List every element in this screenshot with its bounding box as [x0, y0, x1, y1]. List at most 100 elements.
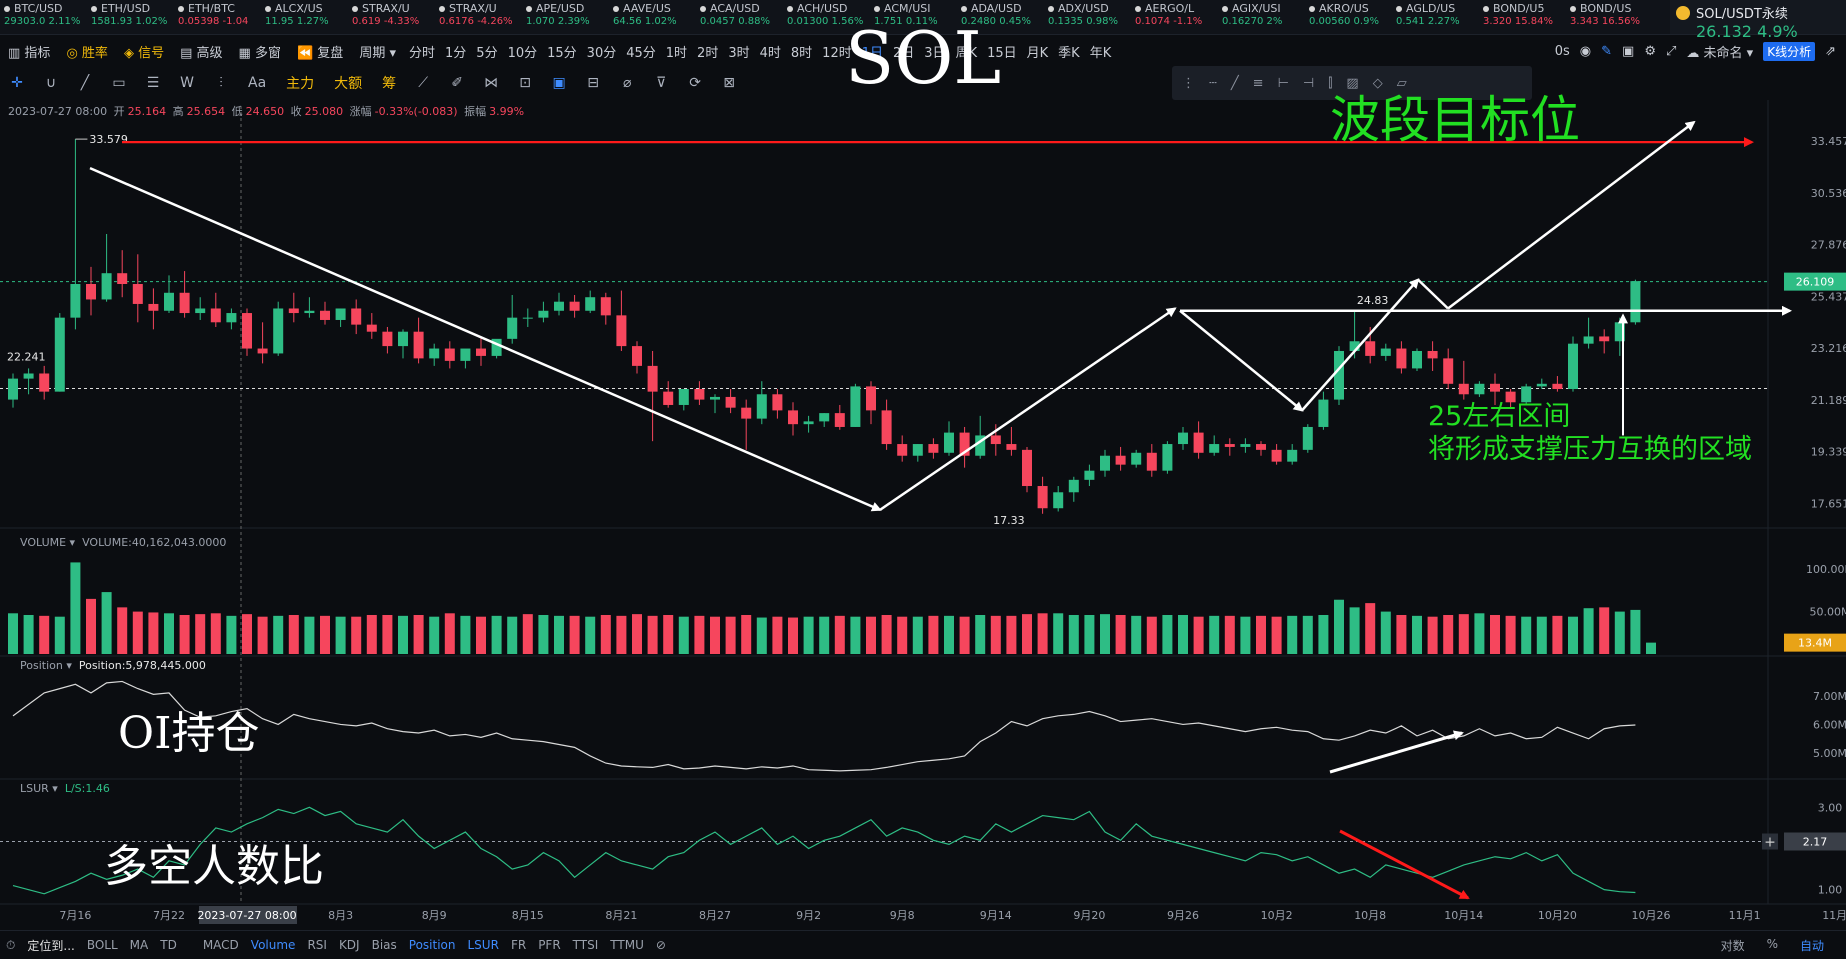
- period-item[interactable]: 2时: [697, 45, 719, 61]
- auto-toggle[interactable]: 自动: [1799, 938, 1824, 953]
- ticker-item[interactable]: BOND/U5 3.320 15.84%: [1479, 0, 1566, 34]
- ticker-item[interactable]: APE/USD 1.070 2.39%: [522, 0, 609, 34]
- polygon-icon[interactable]: ◇: [1372, 75, 1383, 91]
- ticker-item[interactable]: AAVE/US 64.56 1.02%: [609, 0, 696, 34]
- trash-icon[interactable]: ⊠: [723, 75, 736, 91]
- image-icon[interactable]: ▨: [1346, 75, 1359, 91]
- period-dropdown[interactable]: 周期 ▾: [359, 45, 396, 61]
- ticker-item[interactable]: AGIX/USI 0.16270 2%: [1218, 0, 1305, 34]
- crosshair-icon[interactable]: ✛: [11, 75, 23, 91]
- ruler-icon[interactable]: ⟋: [418, 75, 429, 91]
- period-item[interactable]: 8时: [790, 45, 813, 61]
- period-item[interactable]: 15日: [987, 45, 1017, 61]
- chip-button[interactable]: 筹: [382, 76, 397, 92]
- kline-analysis-button[interactable]: K线分析: [1763, 41, 1816, 61]
- range-icon[interactable]: ⊣: [1302, 75, 1315, 91]
- main-force-button[interactable]: 主力: [286, 76, 315, 92]
- bias-button[interactable]: Bias: [371, 938, 397, 952]
- ray-icon[interactable]: ╱: [1230, 75, 1239, 91]
- period-item[interactable]: 月K: [1026, 45, 1049, 61]
- period-item[interactable]: 5分: [476, 45, 498, 61]
- plus-icon[interactable]: +: [1764, 835, 1776, 851]
- ma-button[interactable]: MA: [129, 938, 149, 952]
- ticker-item[interactable]: BOND/US 3.343 16.56%: [1566, 0, 1653, 34]
- sync-icon[interactable]: ⟳: [689, 75, 702, 91]
- signal-button[interactable]: ◈ 信号: [123, 45, 165, 61]
- multiwindow-button[interactable]: ▦ 多窗: [238, 45, 281, 61]
- period-item[interactable]: 1分: [445, 45, 467, 61]
- ticker-item[interactable]: ETH/USD 1581.93 1.02%: [87, 0, 174, 34]
- boll-button[interactable]: BOLL: [86, 938, 118, 952]
- ticker-item[interactable]: AKRO/US 0.00560 0.9%: [1305, 0, 1392, 34]
- percent-toggle[interactable]: %: [1766, 936, 1778, 951]
- period-item[interactable]: 10分: [507, 45, 538, 61]
- period-item[interactable]: 3日: [924, 45, 946, 61]
- ticker-item[interactable]: ETH/BTC 0.05398 -1.04: [174, 0, 261, 34]
- chart-svg[interactable]: 33.457 30.536 27.876 25.437 23.216 21.189 19.3…: [0, 0, 1846, 930]
- fr-button[interactable]: FR: [510, 938, 527, 952]
- period-item[interactable]: 季K: [1058, 45, 1080, 61]
- replay-button[interactable]: ⏪ 复盘: [296, 45, 344, 61]
- locate-button[interactable]: 定位到...: [27, 938, 75, 953]
- magnet-icon[interactable]: ∪: [45, 75, 57, 91]
- ticker-item[interactable]: ACM/USI 1.751 0.11%: [870, 0, 957, 34]
- ticker-item[interactable]: STRAX/U 0.6176 -4.26%: [435, 0, 522, 34]
- rectangle-icon[interactable]: ▭: [112, 75, 126, 91]
- advanced-button[interactable]: ▤ 高级: [180, 45, 223, 61]
- period-item[interactable]: 12时: [822, 45, 852, 61]
- active-ticker[interactable]: SOL/USDT永续 26.132 4.9%: [1670, 0, 1846, 41]
- frame-icon[interactable]: ▣: [552, 75, 566, 91]
- pattern-icon[interactable]: ⋈: [484, 75, 499, 91]
- ticker-item[interactable]: ALCX/US 11.95 1.27%: [261, 0, 348, 34]
- rsi-button[interactable]: RSI: [307, 938, 327, 952]
- trendline-icon[interactable]: ╱: [80, 75, 90, 91]
- period-item[interactable]: 分时: [409, 45, 436, 61]
- period-item[interactable]: 4时: [759, 45, 781, 61]
- layout-icon[interactable]: ▣: [1622, 43, 1635, 59]
- price-range-icon[interactable]: ⫿: [1328, 75, 1333, 91]
- add-indicator-button[interactable]: [1762, 833, 1778, 850]
- ticker-item[interactable]: ACH/USD 0.01300 1.56%: [783, 0, 870, 34]
- brush-icon[interactable]: ✐: [451, 75, 464, 91]
- parallel-icon[interactable]: ≡: [1252, 75, 1264, 91]
- eraser-icon[interactable]: ⌀: [622, 75, 632, 91]
- lock-icon[interactable]: ⊡: [519, 75, 532, 91]
- ticker-item[interactable]: AGLD/US 0.541 2.27%: [1392, 0, 1479, 34]
- filter-icon[interactable]: ⊽: [656, 75, 667, 91]
- period-item[interactable]: 1时: [665, 45, 688, 61]
- channel-icon[interactable]: ⫶: [219, 75, 223, 91]
- td-button[interactable]: TD: [160, 938, 177, 952]
- more-icon[interactable]: ▱: [1396, 75, 1407, 91]
- text-tool-button[interactable]: Aa: [248, 75, 267, 91]
- ticker-item[interactable]: STRAX/U 0.619 -4.33%: [348, 0, 435, 34]
- period-item[interactable]: 1日: [861, 45, 883, 61]
- hray-icon[interactable]: ⊢: [1277, 75, 1289, 91]
- lsur-button[interactable]: LSUR: [467, 938, 499, 952]
- indicator-button[interactable]: ▥ 指标: [8, 45, 51, 61]
- ticker-item[interactable]: BTC/USD 29303.0 2.11%: [0, 0, 87, 34]
- camera-icon[interactable]: ◉: [1579, 43, 1592, 59]
- log-scale-toggle[interactable]: 对数: [1720, 938, 1745, 953]
- ttmu-button[interactable]: TTMU: [610, 938, 644, 952]
- locate-icon[interactable]: ⏱: [6, 937, 16, 952]
- ticker-item[interactable]: ADA/USD 0.2480 0.45%: [957, 0, 1044, 34]
- ticker-item[interactable]: ACA/USD 0.0457 0.88%: [696, 0, 783, 34]
- edit-icon[interactable]: ⊟: [587, 75, 600, 91]
- ticker-item[interactable]: AERGO/L 0.1074 -1.1%: [1131, 0, 1218, 34]
- pen-icon[interactable]: ✎: [1601, 43, 1613, 59]
- period-item[interactable]: 3时: [728, 45, 750, 61]
- hline-icon[interactable]: ┄: [1209, 75, 1217, 91]
- pfr-button[interactable]: PFR: [538, 938, 561, 952]
- period-item[interactable]: 15分: [547, 45, 577, 61]
- period-item[interactable]: 30分: [586, 45, 617, 61]
- edit-indicators-icon[interactable]: ⊘: [655, 938, 666, 952]
- period-item[interactable]: 年K: [1089, 45, 1112, 61]
- winrate-button[interactable]: ◎ 胜率: [66, 45, 108, 61]
- period-item[interactable]: 45分: [626, 45, 656, 61]
- ticker-item[interactable]: ADX/USD 0.1335 0.98%: [1044, 0, 1131, 34]
- cloud-icon[interactable]: ☁ 未命名 ▾: [1686, 45, 1754, 61]
- ttsi-button[interactable]: TTSI: [572, 938, 599, 952]
- share-icon[interactable]: ⇗: [1825, 43, 1836, 59]
- drag-handle-icon[interactable]: ⋮: [1182, 75, 1195, 91]
- fullscreen-icon[interactable]: ⤢: [1665, 43, 1677, 59]
